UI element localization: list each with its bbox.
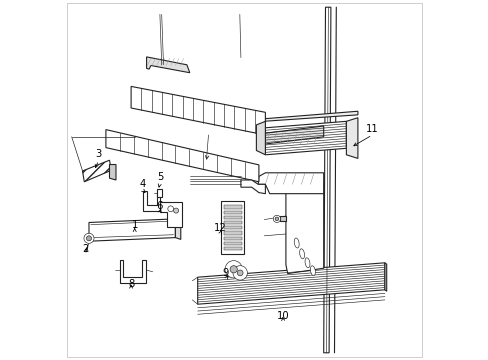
- Bar: [224, 216, 241, 219]
- Text: 1: 1: [131, 220, 138, 230]
- Circle shape: [167, 206, 173, 212]
- Polygon shape: [221, 201, 244, 254]
- Polygon shape: [323, 7, 330, 353]
- Circle shape: [273, 215, 280, 222]
- Ellipse shape: [305, 258, 309, 268]
- Bar: [224, 237, 241, 240]
- Circle shape: [224, 261, 242, 278]
- Ellipse shape: [299, 249, 304, 259]
- Bar: [224, 231, 241, 235]
- Text: 4: 4: [140, 179, 146, 189]
- Polygon shape: [89, 219, 175, 241]
- Polygon shape: [131, 86, 265, 135]
- Polygon shape: [142, 191, 160, 211]
- Circle shape: [86, 236, 91, 241]
- Polygon shape: [160, 202, 181, 227]
- Bar: [224, 205, 241, 208]
- Bar: [224, 221, 241, 224]
- Polygon shape: [346, 118, 357, 158]
- Polygon shape: [265, 126, 323, 144]
- Polygon shape: [157, 189, 162, 197]
- Text: 3: 3: [95, 149, 102, 159]
- Polygon shape: [256, 121, 265, 155]
- Bar: [224, 211, 241, 214]
- Text: 11: 11: [365, 124, 378, 134]
- Circle shape: [173, 208, 178, 213]
- Polygon shape: [263, 111, 357, 121]
- Circle shape: [237, 270, 243, 276]
- Text: 6: 6: [156, 201, 163, 211]
- Polygon shape: [106, 130, 258, 182]
- Polygon shape: [241, 180, 265, 194]
- Text: 9: 9: [222, 268, 228, 278]
- Circle shape: [230, 266, 237, 273]
- Text: 12: 12: [213, 223, 226, 233]
- Bar: [224, 247, 241, 250]
- Circle shape: [84, 233, 94, 243]
- Polygon shape: [265, 121, 346, 155]
- Polygon shape: [197, 263, 384, 304]
- Text: 8: 8: [128, 279, 134, 289]
- Polygon shape: [258, 173, 323, 194]
- Text: 2: 2: [82, 244, 88, 254]
- Bar: [224, 242, 241, 245]
- Polygon shape: [279, 216, 285, 221]
- Circle shape: [275, 217, 278, 221]
- Ellipse shape: [294, 238, 299, 248]
- Polygon shape: [109, 165, 116, 180]
- Polygon shape: [82, 160, 111, 182]
- Text: 10: 10: [277, 311, 289, 321]
- Polygon shape: [285, 176, 323, 274]
- Polygon shape: [120, 260, 146, 283]
- Polygon shape: [146, 57, 189, 73]
- Polygon shape: [175, 219, 181, 239]
- Ellipse shape: [310, 266, 315, 276]
- Text: 5: 5: [156, 172, 163, 182]
- Circle shape: [232, 266, 247, 280]
- Polygon shape: [384, 263, 386, 291]
- Bar: [224, 226, 241, 229]
